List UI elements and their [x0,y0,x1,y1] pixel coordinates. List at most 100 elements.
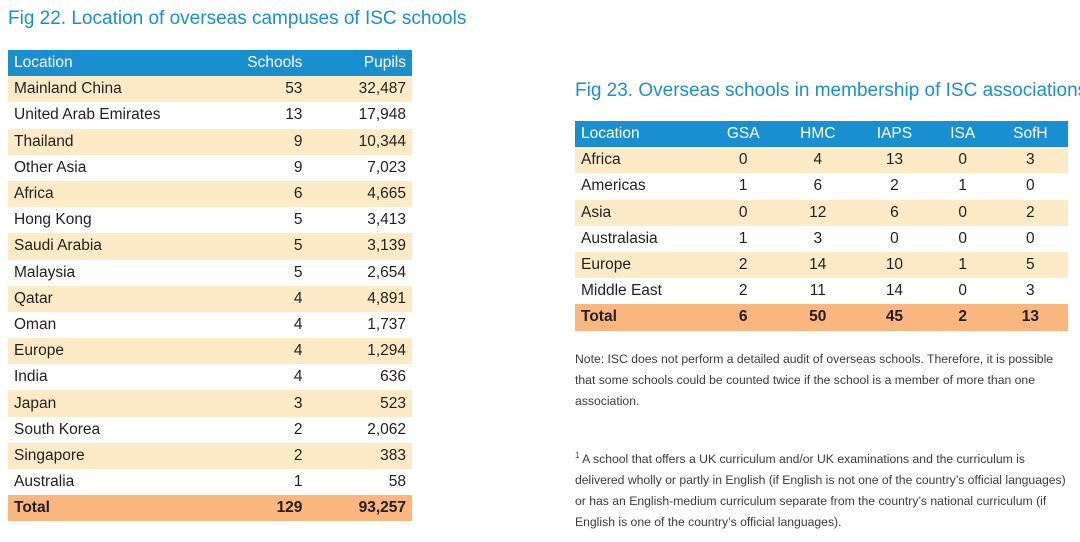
column-header-hmc: HMC [779,121,857,148]
cell-schools: 6 [215,180,309,208]
table-row: Americas 1 6 2 1 0 [575,173,1068,200]
table-row: Africa 0 4 13 0 3 [575,147,1068,174]
cell-hmc: 6 [779,173,857,200]
cell-hmc: 4 [779,147,857,174]
cell-location: Hong Kong [8,207,216,234]
cell-schools: 53 [215,76,309,103]
total-hmc: 50 [779,304,857,331]
table-row: Australasia 1 3 0 0 0 [575,225,1068,252]
cell-pupils: 2,654 [308,259,412,286]
cell-hmc: 14 [779,251,857,279]
table-row: South Korea 2 2,062 [8,416,412,443]
cell-isa: 0 [932,225,993,252]
cell-sofh: 0 [992,173,1068,200]
cell-sofh: 2 [992,199,1068,226]
table-row: India 4 636 [8,364,412,391]
cell-iaps: 2 [856,173,933,200]
total-sofh: 13 [992,304,1068,331]
total-schools: 129 [215,495,309,522]
cell-gsa: 1 [707,225,780,252]
cell-location: Asia [575,199,707,226]
cell-location: South Korea [8,416,216,443]
cell-schools: 9 [215,128,309,155]
cell-isa: 0 [932,147,993,174]
table-row: Africa 6 4,665 [8,180,412,208]
cell-schools: 4 [215,364,309,391]
cell-pupils: 523 [308,390,412,417]
cell-pupils: 3,139 [308,233,412,260]
cell-location: Americas [575,173,707,200]
column-header-schools: Schools [215,50,309,77]
table-row: Europe 4 1,294 [8,338,412,365]
fig22-title: Fig 22. Location of overseas campuses of… [8,8,467,29]
cell-location: Mainland China [8,76,216,103]
total-iaps: 45 [856,304,933,331]
cell-schools: 9 [215,154,309,181]
table-row: Europe 2 14 10 1 5 [575,251,1068,279]
fig23-table: Location GSA HMC IAPS ISA SofH Africa 0 4 1… [575,121,1068,331]
cell-location: Saudi Arabia [8,233,216,260]
cell-pupils: 4,891 [308,285,412,312]
cell-schools: 4 [215,338,309,365]
total-location: Total [575,304,707,331]
cell-schools: 5 [215,207,309,234]
cell-hmc: 12 [779,199,857,226]
cell-pupils: 3,413 [308,207,412,234]
audit-note: Note: ISC does not perform a detailed au… [575,352,1054,408]
cell-schools: 13 [215,102,309,129]
cell-location: Africa [575,147,707,174]
cell-schools: 5 [215,233,309,260]
cell-gsa: 0 [707,199,780,226]
cell-pupils: 636 [308,364,412,391]
cell-iaps: 6 [856,199,933,226]
cell-pupils: 383 [308,442,412,469]
table-row: United Arab Emirates 13 17,948 [8,102,412,129]
footnote-marker: 1 [575,451,580,460]
column-header-location: Location [8,50,216,77]
cell-pupils: 4,665 [308,180,412,208]
cell-pupils: 10,344 [308,128,412,155]
table-row: Saudi Arabia 5 3,139 [8,233,412,260]
cell-gsa: 1 [707,173,780,200]
fig22-table: Location Schools Pupils Mainland China 53… [8,50,412,522]
cell-pupils: 17,948 [308,102,412,129]
cell-schools: 2 [215,416,309,443]
cell-location: Singapore [8,442,216,469]
cell-schools: 4 [215,285,309,312]
fig23-title: Fig 23. Overseas schools in membership o… [575,80,1080,101]
table-row: Oman 4 1,737 [8,311,412,339]
column-header-sofh: SofH [992,121,1068,148]
cell-pupils: 32,487 [308,76,412,103]
cell-schools: 3 [215,390,309,417]
table-row: Malaysia 5 2,654 [8,259,412,286]
total-row: Total 129 93,257 [8,495,412,522]
cell-location: Europe [575,251,707,279]
cell-location: Japan [8,390,216,417]
table-row: Thailand 9 10,344 [8,128,412,155]
table-row: Mainland China 53 32,487 [8,76,412,103]
total-pupils: 93,257 [308,495,412,522]
table-row: Japan 3 523 [8,390,412,417]
cell-location: Malaysia [8,259,216,286]
cell-pupils: 1,294 [308,338,412,365]
cell-iaps: 10 [856,251,933,279]
table-row: Middle East 2 11 14 0 3 [575,278,1068,305]
column-header-location: Location [575,121,707,148]
cell-iaps: 13 [856,147,933,174]
column-header-isa: ISA [932,121,993,148]
cell-iaps: 0 [856,225,933,252]
cell-location: Australia [8,469,216,496]
cell-hmc: 3 [779,225,857,252]
cell-hmc: 11 [779,278,857,305]
footnote-text: A school that offers a UK curriculum and… [575,452,1066,530]
table-header-row: Location GSA HMC IAPS ISA SofH [575,121,1068,148]
cell-gsa: 2 [707,251,780,279]
cell-location: Qatar [8,285,216,312]
column-header-pupils: Pupils [308,50,412,77]
table-row: Asia 0 12 6 0 2 [575,199,1068,226]
column-header-gsa: GSA [707,121,780,148]
cell-location: Africa [8,180,216,208]
cell-pupils: 2,062 [308,416,412,443]
cell-iaps: 14 [856,278,933,305]
cell-pupils: 58 [308,469,412,496]
